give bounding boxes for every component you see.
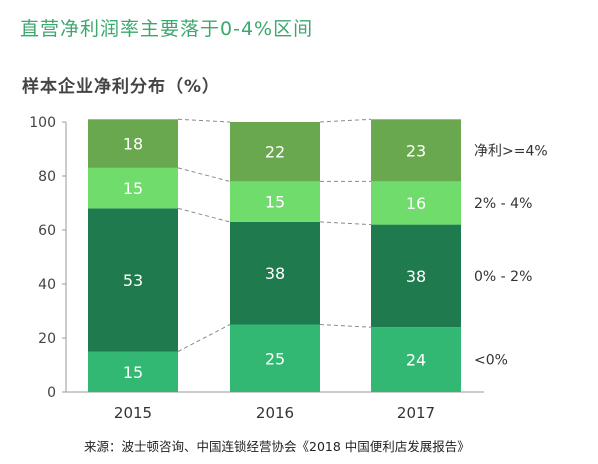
data-label: 38 — [265, 264, 285, 283]
data-label: 24 — [406, 351, 426, 370]
legend-label: 2% - 4% — [474, 196, 532, 212]
data-label: 15 — [265, 193, 285, 212]
connector-line — [319, 221, 372, 226]
connector-line — [177, 324, 231, 352]
chart-subtitle: 样本企业净利分布（%） — [22, 77, 221, 97]
connector-line — [177, 118, 231, 123]
x-tick-label: 2015 — [114, 404, 152, 422]
data-label: 18 — [123, 135, 143, 154]
source-note: 来源：波士顿咨询、中国连锁经营协会《2018 中国便利店发展报告》 — [84, 439, 470, 454]
x-tick-label: 2016 — [256, 404, 294, 422]
y-tick-label: 80 — [38, 169, 56, 185]
data-label: 15 — [123, 179, 143, 198]
bar-segment — [88, 351, 178, 392]
legend-label: 0% - 2% — [474, 269, 532, 285]
data-label: 15 — [123, 363, 143, 382]
data-label: 53 — [123, 271, 143, 290]
bar-segment — [371, 181, 461, 225]
chart-title: 直营净利润率主要落于0-4%区间 — [20, 18, 314, 40]
y-tick-label: 0 — [47, 385, 56, 401]
bar-segment — [88, 167, 178, 209]
data-label: 38 — [406, 267, 426, 286]
data-label: 23 — [406, 141, 426, 160]
bar-segment — [371, 327, 461, 392]
bar-segment — [230, 181, 320, 222]
y-tick-label: 60 — [38, 223, 56, 239]
y-tick-label: 40 — [38, 277, 56, 293]
x-tick-label: 2017 — [397, 404, 435, 422]
data-label: 22 — [265, 143, 285, 162]
legend-label: 净利>=4% — [474, 143, 548, 159]
bar-segment — [230, 324, 320, 392]
bar-segment — [371, 224, 461, 328]
legend-label: <0% — [474, 353, 508, 369]
connector-line — [319, 324, 372, 328]
bar-segment — [230, 221, 320, 325]
bar-segment — [371, 119, 461, 182]
bar-segment — [88, 119, 178, 168]
y-tick-label: 100 — [29, 115, 56, 131]
connector-line — [177, 167, 231, 182]
data-label: 25 — [265, 349, 285, 368]
bar-segment — [230, 122, 320, 182]
data-label: 16 — [406, 194, 426, 213]
y-tick-label: 20 — [38, 331, 56, 347]
bar-segment — [88, 208, 178, 352]
connector-line — [177, 207, 231, 223]
connector-line — [319, 118, 372, 123]
